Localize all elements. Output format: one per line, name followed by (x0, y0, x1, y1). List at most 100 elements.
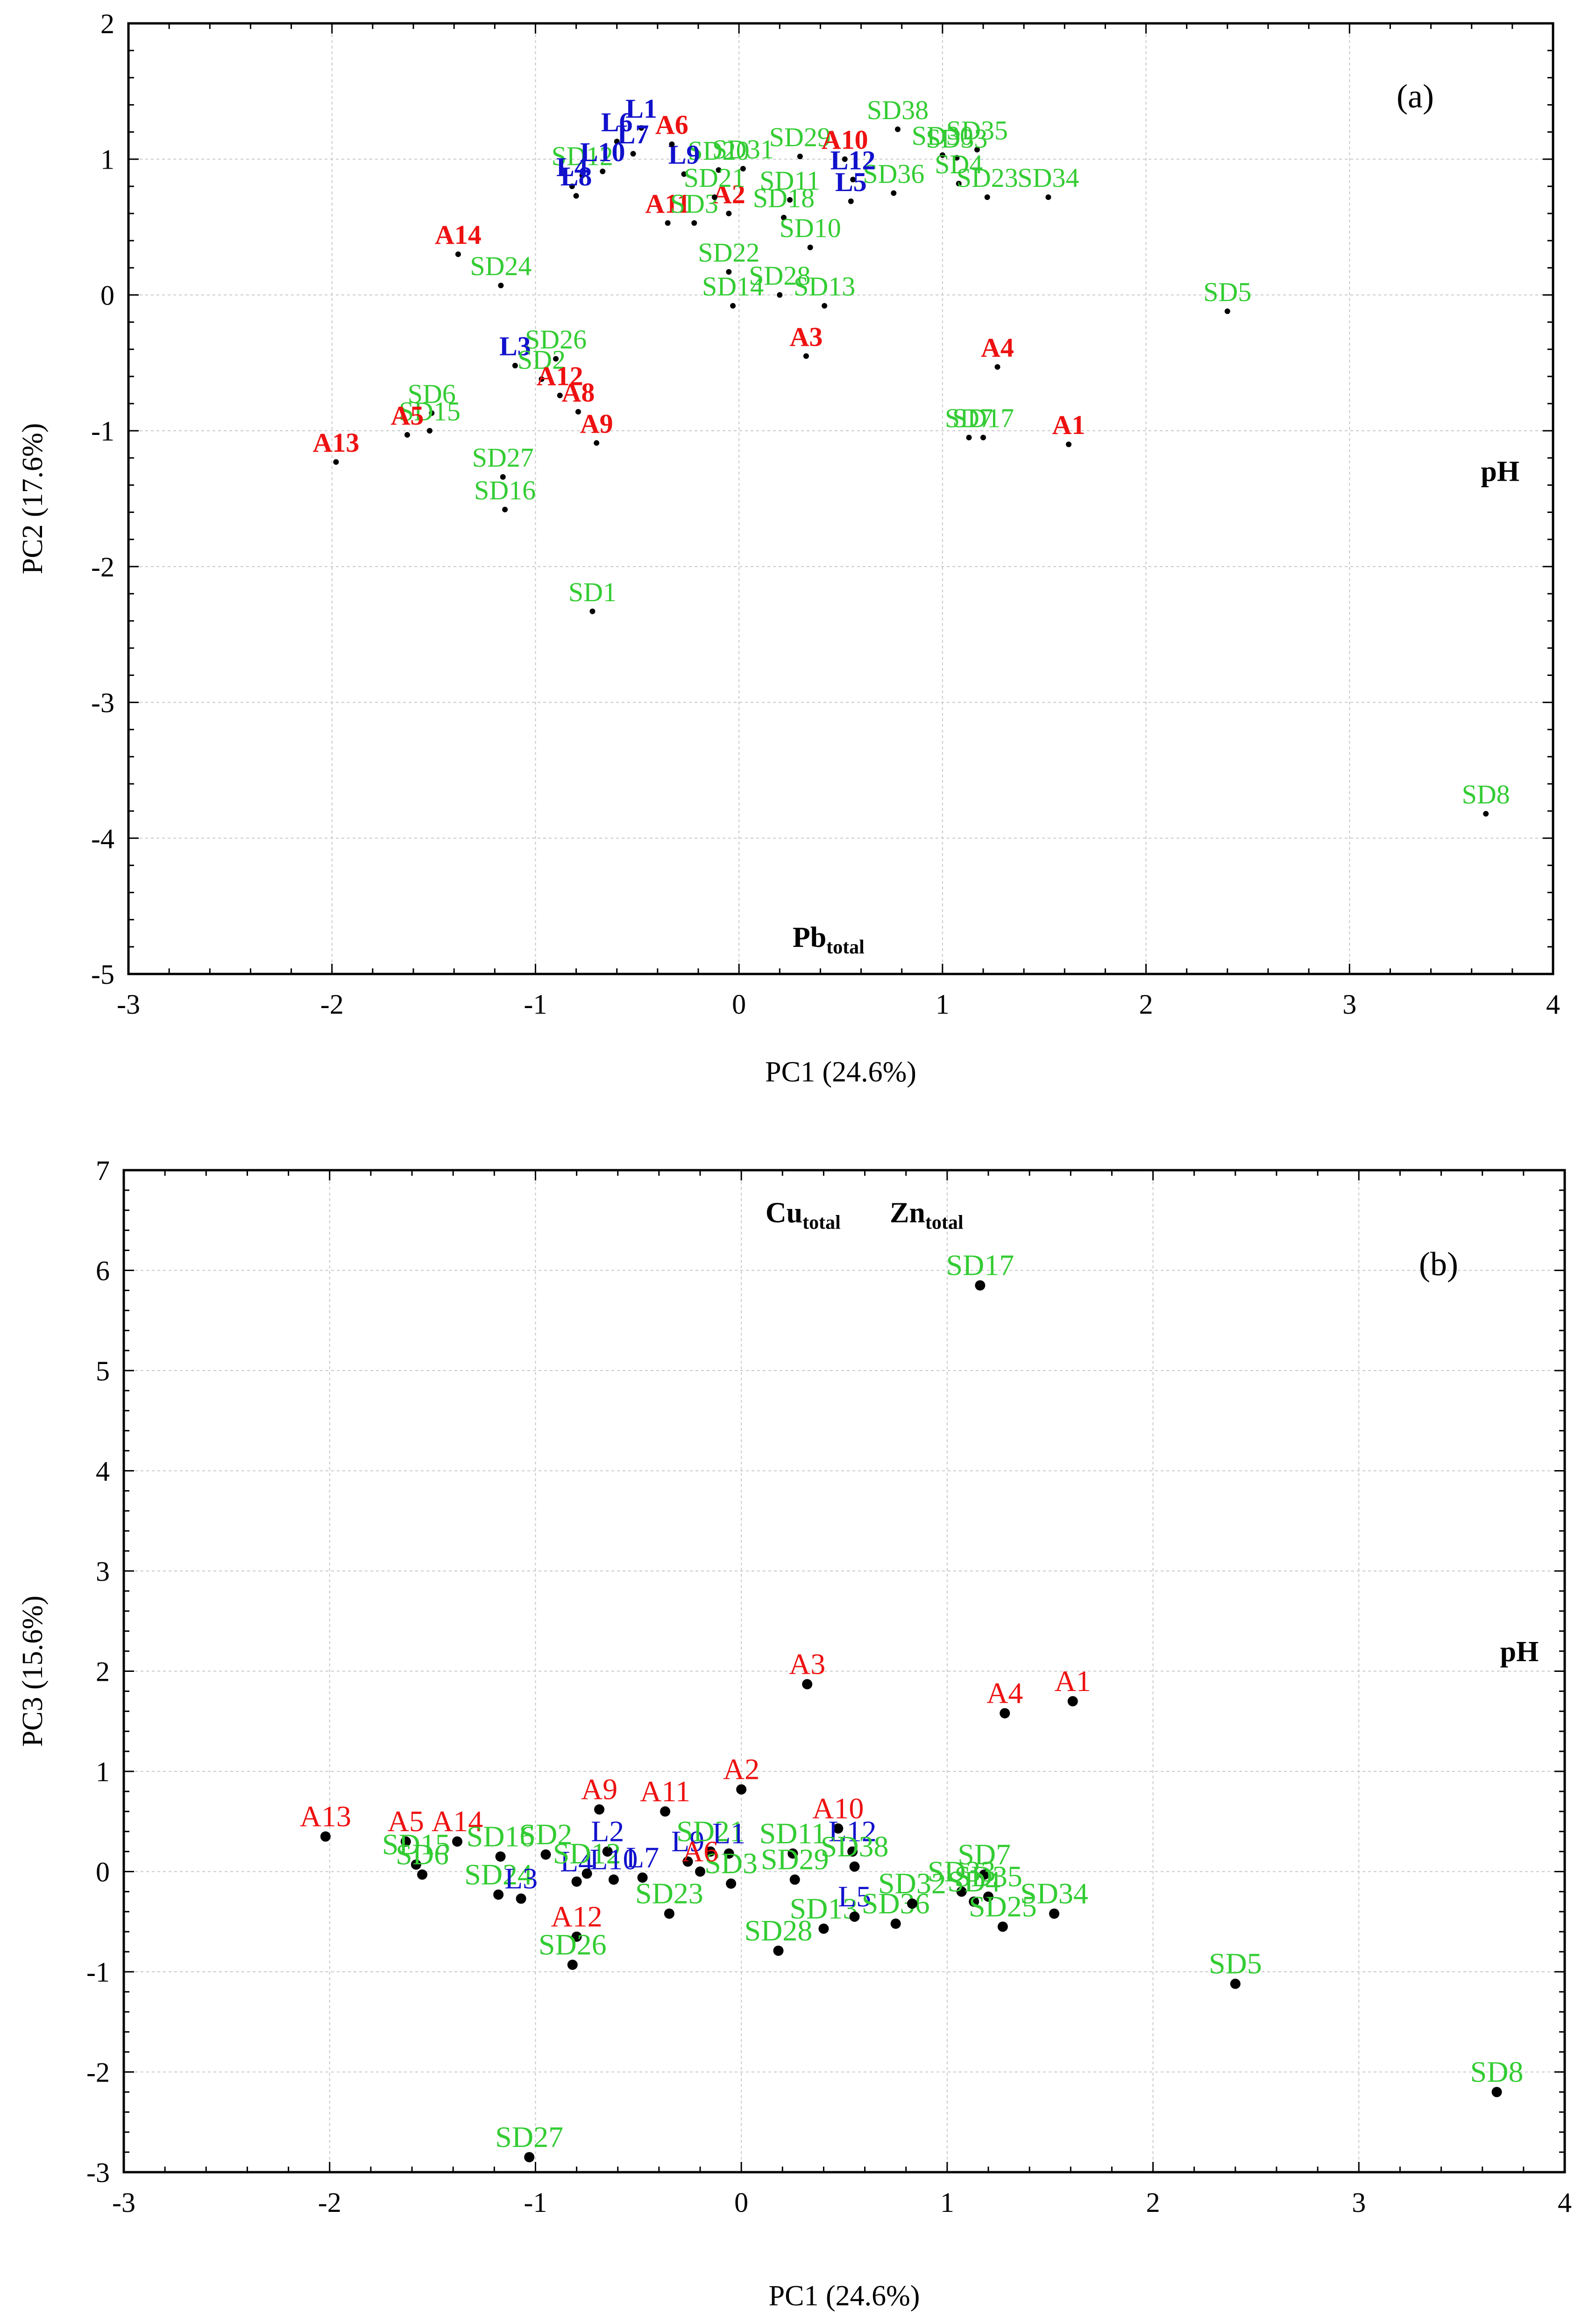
point-label: A11 (645, 188, 690, 219)
data-point (803, 353, 809, 359)
point-label: SD33 (928, 1855, 996, 1888)
x-axis-label: PC1 (24.6%) (765, 1056, 916, 1088)
point-label: A2 (723, 1753, 759, 1786)
point-label: SD23 (957, 163, 1018, 193)
data-point (736, 1784, 747, 1795)
y-tick-label: 2 (96, 1656, 110, 1687)
data-point (429, 410, 435, 416)
point-label: SD35 (954, 1860, 1022, 1893)
point-label: SD16 (474, 475, 536, 505)
data-point (787, 197, 793, 203)
point-label: SD1 (568, 577, 617, 607)
data-point (500, 474, 506, 480)
data-point (716, 167, 722, 173)
data-point (802, 1679, 813, 1690)
data-point (571, 1931, 582, 1942)
point-label: SD35 (946, 115, 1008, 145)
point-label: L5 (838, 1880, 871, 1913)
point-label: SD12 (552, 141, 613, 171)
y-tick-label: -3 (86, 2157, 110, 2188)
data-point (426, 428, 433, 434)
data-point (452, 1836, 462, 1847)
data-point (724, 1848, 734, 1859)
data-point (907, 1898, 917, 1909)
data-point (781, 214, 787, 220)
point-label: SD8 (1470, 2055, 1524, 2088)
y-axis-label: PC3 (15.6%) (17, 1596, 49, 1747)
data-point (665, 220, 671, 226)
point-label: L12 (829, 1815, 877, 1848)
point-label: SD6 (396, 1838, 449, 1871)
data-point (983, 1891, 993, 1902)
data-point (569, 183, 575, 189)
point-label: A3 (789, 321, 823, 352)
data-point (1066, 441, 1071, 448)
data-point (822, 303, 828, 309)
point-label: SD5 (1203, 277, 1251, 307)
point-label: SD23 (635, 1877, 703, 1910)
point-label: SD13 (790, 1892, 858, 1925)
point-label: L12 (830, 145, 876, 175)
data-point (594, 1804, 605, 1815)
data-point (608, 1874, 619, 1885)
data-point (498, 283, 504, 289)
point-label: A12 (537, 361, 583, 391)
point-label: A4 (986, 1677, 1023, 1710)
point-label: A13 (300, 1799, 351, 1833)
y-tick-label: -4 (91, 823, 114, 854)
x-tick-label: -1 (524, 989, 547, 1020)
point-label: SD21 (684, 163, 745, 193)
data-point (333, 459, 339, 465)
plot-frame (127, 22, 1554, 975)
point-label: A1 (1055, 1664, 1091, 1698)
point-label: A9 (580, 408, 613, 439)
data-point (969, 1896, 979, 1907)
y-tick-label: 4 (96, 1456, 110, 1487)
point-label: SD36 (863, 158, 924, 189)
data-point (682, 1856, 693, 1867)
variable-label: Cutotal (766, 1197, 841, 1234)
data-point (553, 356, 559, 362)
point-label: SD31 (712, 134, 774, 164)
x-tick-label: 0 (734, 2187, 748, 2218)
point-label: SD32 (878, 1867, 946, 1900)
data-point (1045, 194, 1051, 200)
point-label: L7 (626, 1841, 659, 1874)
point-label: L4 (556, 152, 588, 182)
point-label: L3 (499, 331, 531, 362)
data-point (400, 1836, 411, 1847)
y-tick-label: 0 (100, 280, 114, 311)
point-label: SD11 (759, 165, 820, 196)
data-point (539, 376, 545, 382)
point-label: A10 (812, 1791, 864, 1825)
point-label: SD33 (926, 123, 987, 154)
point-label: L6 (601, 107, 633, 137)
data-point (417, 1869, 428, 1880)
data-point (1230, 1978, 1241, 1989)
variable-label: pH (1481, 456, 1519, 488)
data-point (849, 1912, 860, 1922)
point-label: SD4 (935, 149, 983, 179)
point-label: SD18 (753, 183, 815, 213)
point-label: SD6 (408, 378, 456, 409)
data-point (895, 126, 901, 132)
point-label: SD24 (464, 1858, 532, 1891)
x-tick-label: 4 (1546, 989, 1560, 1020)
data-point (956, 1886, 967, 1897)
point-label: SD2 (518, 345, 566, 375)
point-label: SD36 (862, 1887, 930, 1920)
data-point (455, 251, 461, 257)
point-label: A11 (640, 1775, 690, 1808)
data-point (997, 1921, 1008, 1932)
data-point (1483, 810, 1489, 817)
point-label: SD17 (946, 1249, 1014, 1282)
point-label: SD20 (688, 135, 749, 166)
point-label: SD28 (749, 260, 810, 291)
data-point (797, 153, 803, 159)
data-point (842, 156, 848, 162)
point-label: A6 (655, 110, 688, 140)
point-label: A10 (822, 125, 868, 155)
data-point (818, 1923, 829, 1934)
point-label: SD28 (745, 1914, 813, 1947)
